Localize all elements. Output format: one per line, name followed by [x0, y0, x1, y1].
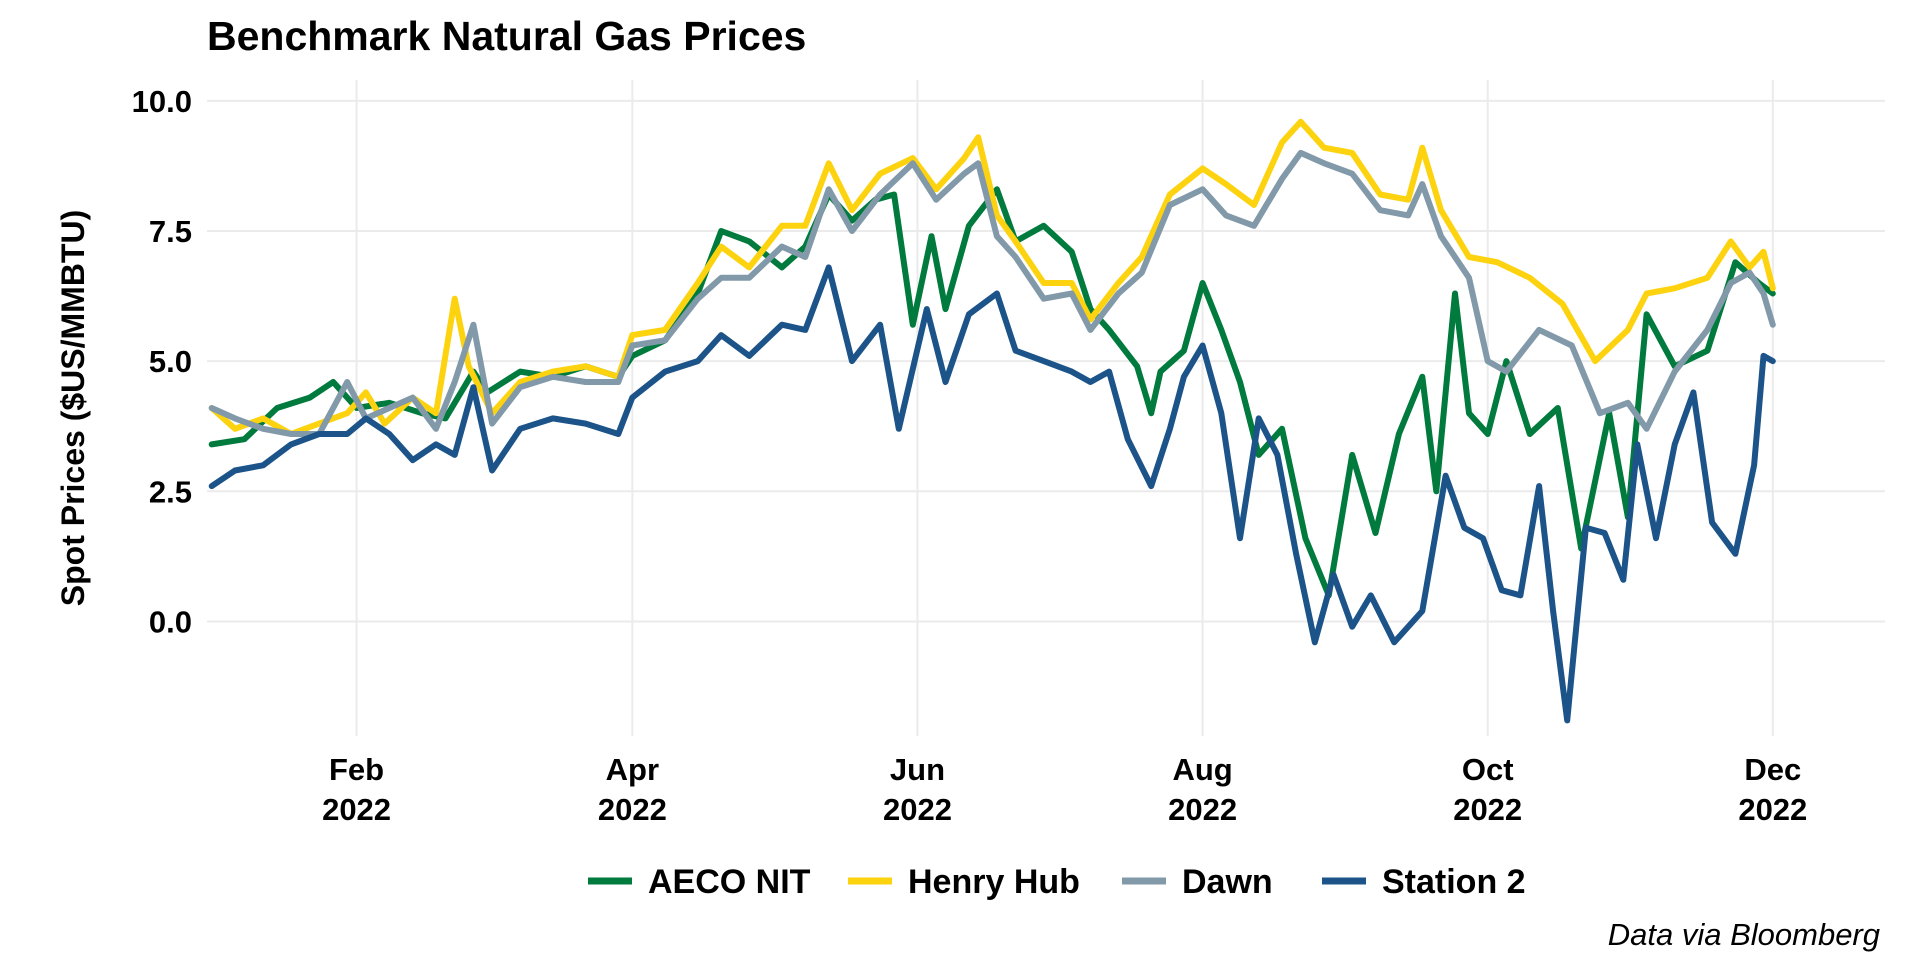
y-axis-ticks: 0.0 2.5 5.0 7.5 10.0 — [132, 84, 192, 640]
x-tick-year: 2022 — [598, 792, 667, 827]
legend-label: Dawn — [1182, 863, 1273, 901]
series-line-aeco-nit — [208, 186, 1776, 599]
legend-label: Station 2 — [1382, 863, 1526, 901]
y-tick-label: 10.0 — [132, 84, 192, 119]
legend-label: AECO NIT — [648, 863, 811, 901]
x-tick-month: Jun — [890, 752, 945, 787]
x-tick-month: Aug — [1172, 752, 1232, 787]
caption: Data via Bloomberg — [1608, 917, 1880, 952]
x-tick-year: 2022 — [883, 792, 952, 827]
y-tick-label: 7.5 — [149, 214, 192, 249]
series-line-station-2 — [208, 264, 1776, 724]
x-tick-year: 2022 — [1168, 792, 1237, 827]
y-tick-label: 0.0 — [149, 604, 192, 639]
legend: AECO NIT Henry Hub Dawn Station 2 — [588, 863, 1526, 901]
y-axis-label: Spot Prices ($US/MMBTU) — [55, 210, 91, 606]
y-tick-label: 5.0 — [149, 344, 192, 379]
chart-title: Benchmark Natural Gas Prices — [207, 13, 806, 59]
y-tick-label: 2.5 — [149, 474, 192, 509]
x-axis-ticks: Feb 2022 Apr 2022 Jun 2022 Aug 2022 Oct 2022 Dec 20… — [322, 752, 1807, 827]
legend-label: Henry Hub — [908, 863, 1080, 901]
x-tick-month: Dec — [1744, 752, 1801, 787]
series-line-dawn — [208, 149, 1776, 437]
x-tick-month: Feb — [329, 752, 384, 787]
series-line-henry-hub — [208, 118, 1776, 437]
series-lines — [208, 118, 1776, 724]
x-tick-year: 2022 — [1738, 792, 1807, 827]
x-tick-month: Apr — [606, 752, 659, 787]
x-tick-month: Oct — [1462, 752, 1514, 787]
x-tick-year: 2022 — [1453, 792, 1522, 827]
x-tick-year: 2022 — [322, 792, 391, 827]
